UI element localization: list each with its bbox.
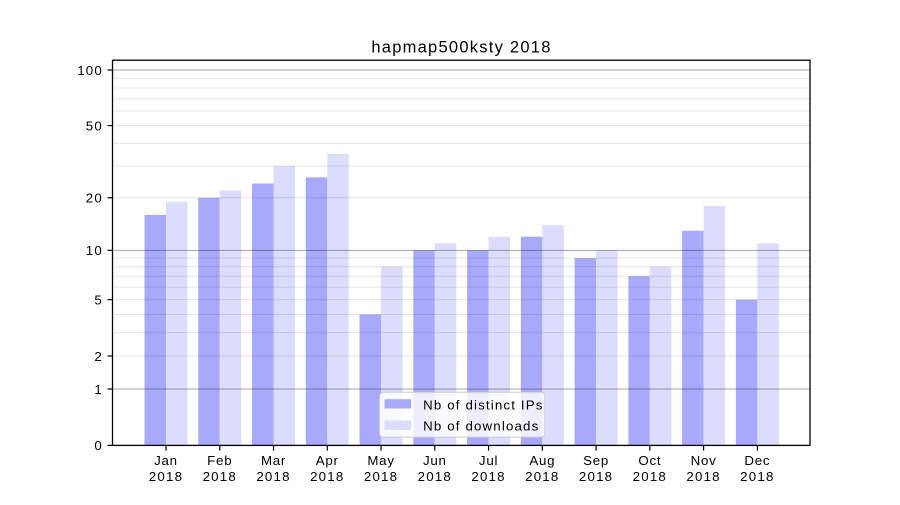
svg-text:Nb of distinct IPs: Nb of distinct IPs [423,398,543,413]
svg-text:2018: 2018 [149,469,183,484]
svg-text:2018: 2018 [686,469,720,484]
svg-text:2018: 2018 [310,469,344,484]
svg-text:20: 20 [86,191,103,206]
svg-text:Jan: Jan [154,453,178,468]
svg-text:2018: 2018 [740,469,774,484]
svg-text:100: 100 [77,63,103,78]
svg-text:10: 10 [86,243,103,258]
svg-text:Aug: Aug [529,453,555,468]
svg-text:hapmap500ksty 2018: hapmap500ksty 2018 [371,39,551,57]
svg-text:2018: 2018 [525,469,559,484]
svg-text:2018: 2018 [256,469,290,484]
svg-text:2018: 2018 [579,469,613,484]
svg-text:2018: 2018 [633,469,667,484]
svg-text:2018: 2018 [364,469,398,484]
svg-text:Oct: Oct [638,453,661,468]
svg-text:50: 50 [86,118,103,133]
svg-text:1: 1 [94,382,103,397]
svg-text:Feb: Feb [207,453,232,468]
svg-text:2018: 2018 [203,469,237,484]
svg-text:2: 2 [94,349,103,364]
svg-text:Jun: Jun [423,453,447,468]
svg-text:2018: 2018 [418,469,452,484]
svg-text:May: May [367,453,394,468]
svg-text:Nov: Nov [691,453,717,468]
svg-text:Mar: Mar [261,453,286,468]
svg-text:2018: 2018 [471,469,505,484]
svg-text:Sep: Sep [583,453,609,468]
svg-text:Jul: Jul [479,453,498,468]
svg-text:Apr: Apr [316,453,339,468]
svg-text:5: 5 [94,292,103,307]
svg-text:Dec: Dec [744,453,770,468]
svg-text:Nb of downloads: Nb of downloads [423,419,539,434]
svg-text:0: 0 [94,438,103,453]
